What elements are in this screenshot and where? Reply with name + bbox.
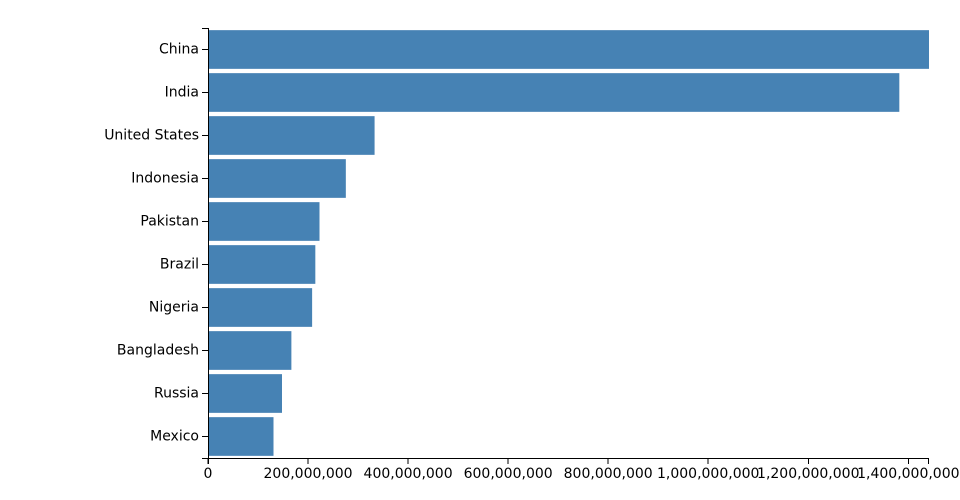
x-tick-label-7: 1,400,000,000 (857, 466, 959, 482)
y-tick-label-china: China (159, 42, 199, 58)
y-tick-label-pakistan: Pakistan (140, 214, 199, 230)
x-tick-label-1: 200,000,000 (264, 466, 353, 482)
y-tick-label-indonesia: Indonesia (131, 171, 199, 187)
y-axis-line (202, 28, 209, 459)
bar-united-states[interactable] (209, 116, 375, 155)
y-tick-label-united-states: United States (104, 128, 199, 144)
bar-pakistan[interactable] (209, 202, 320, 241)
y-tick-label-nigeria: Nigeria (149, 300, 199, 316)
x-axis-line (208, 458, 929, 464)
bars-group (209, 30, 929, 456)
bar-bangladesh[interactable] (209, 331, 292, 370)
bar-brazil[interactable] (209, 245, 316, 284)
bar-china[interactable] (209, 30, 929, 69)
y-axis: China India United States Indonesia Pakistan… (104, 28, 209, 459)
bar-india[interactable] (209, 73, 900, 112)
y-tick-label-mexico: Mexico (150, 429, 199, 445)
x-tick-label-0: 0 (204, 466, 213, 482)
x-tick-label-4: 800,000,000 (564, 466, 653, 482)
y-tick-label-india: India (165, 85, 199, 101)
y-tick-label-russia: Russia (154, 386, 199, 402)
x-tick-label-5: 1,000,000,000 (657, 466, 759, 482)
x-axis: 0 200,000,000 400,000,000 600,000,000 800,00… (204, 458, 960, 482)
bar-nigeria[interactable] (209, 288, 313, 327)
x-tick-label-3: 600,000,000 (464, 466, 553, 482)
y-tick-label-brazil: Brazil (160, 257, 199, 273)
x-tick-label-2: 400,000,000 (364, 466, 453, 482)
bar-mexico[interactable] (209, 417, 274, 456)
x-tick-label-6: 1,200,000,000 (757, 466, 859, 482)
bar-russia[interactable] (209, 374, 282, 413)
bar-indonesia[interactable] (209, 159, 346, 198)
y-tick-label-bangladesh: Bangladesh (117, 343, 199, 359)
